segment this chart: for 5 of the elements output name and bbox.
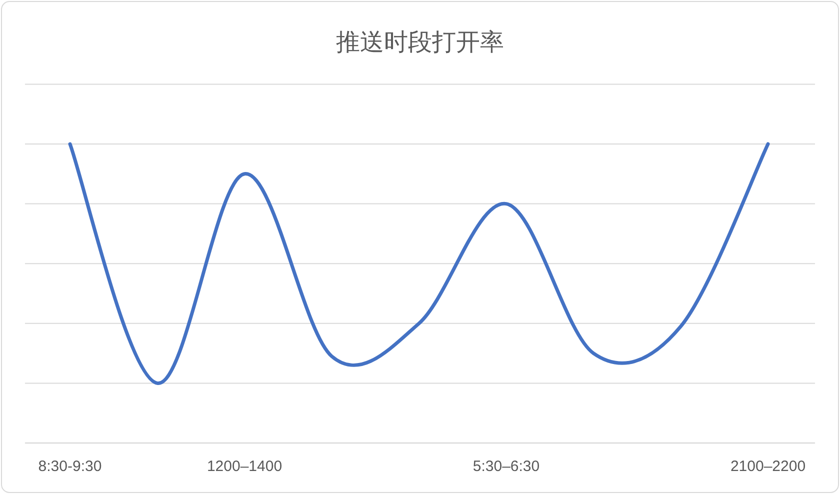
x-tick-label: 5:30–6:30 — [472, 458, 540, 475]
chart-title: 推送时段打开率 — [336, 29, 504, 56]
x-tick-label: 8:30-9:30 — [38, 458, 102, 475]
x-tick-label: 1200–1400 — [206, 458, 282, 475]
x-tick-label: 2100–2200 — [730, 458, 806, 475]
